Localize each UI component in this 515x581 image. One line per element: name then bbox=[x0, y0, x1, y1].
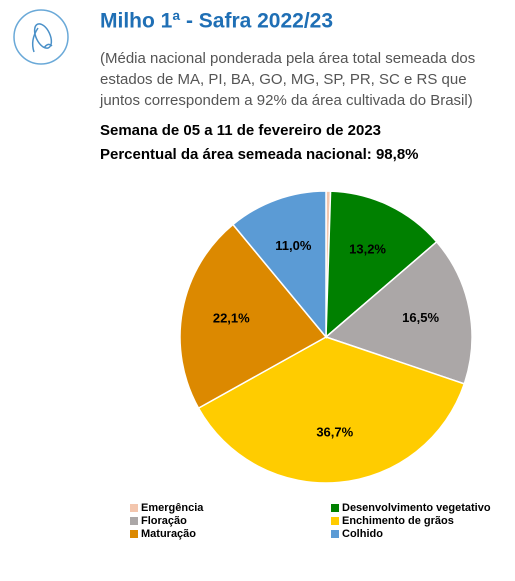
note: Semana de 05 a 11 de fevereiro de 2023 bbox=[100, 122, 381, 139]
legend-swatch bbox=[331, 530, 339, 538]
data-label: 22,1% bbox=[213, 311, 250, 326]
data-label: 13,2% bbox=[349, 242, 386, 257]
chart-title: Milho 1ª - Safra 2022/23 bbox=[100, 10, 333, 33]
subtitle: (Média nacional ponderada pela área tota… bbox=[100, 50, 475, 67]
pie-slice bbox=[231, 190, 327, 340]
legend-swatch bbox=[130, 517, 138, 525]
legend-swatch bbox=[331, 504, 339, 512]
legend-swatch bbox=[130, 530, 138, 538]
pie-slice bbox=[325, 190, 438, 339]
pie-slice bbox=[324, 240, 473, 385]
legend-label: Floração bbox=[141, 515, 187, 527]
note: Percentual da área semeada nacional: 98,… bbox=[100, 146, 419, 163]
legend-label: Emergência bbox=[141, 502, 204, 514]
legend-label: Enchimento de grãos bbox=[342, 515, 454, 527]
data-label: 36,7% bbox=[316, 424, 353, 439]
icon bbox=[13, 9, 69, 65]
legend-label: Maturação bbox=[141, 528, 196, 540]
subtitle: juntos correspondem a 92% da área cultiv… bbox=[99, 92, 473, 109]
pie-slice bbox=[197, 336, 466, 484]
legend-swatch bbox=[130, 504, 138, 512]
legend-label: Colhido bbox=[342, 528, 383, 540]
legend-label: Desenvolvimento vegetativo bbox=[342, 502, 491, 514]
data-label: 11,0% bbox=[275, 238, 312, 253]
data-label: 16,5% bbox=[402, 310, 439, 325]
pie-slice bbox=[179, 223, 328, 410]
legend-swatch bbox=[331, 517, 339, 525]
subtitle: estados de MA, PI, BA, GO, MG, SP, PR, S… bbox=[100, 71, 467, 88]
